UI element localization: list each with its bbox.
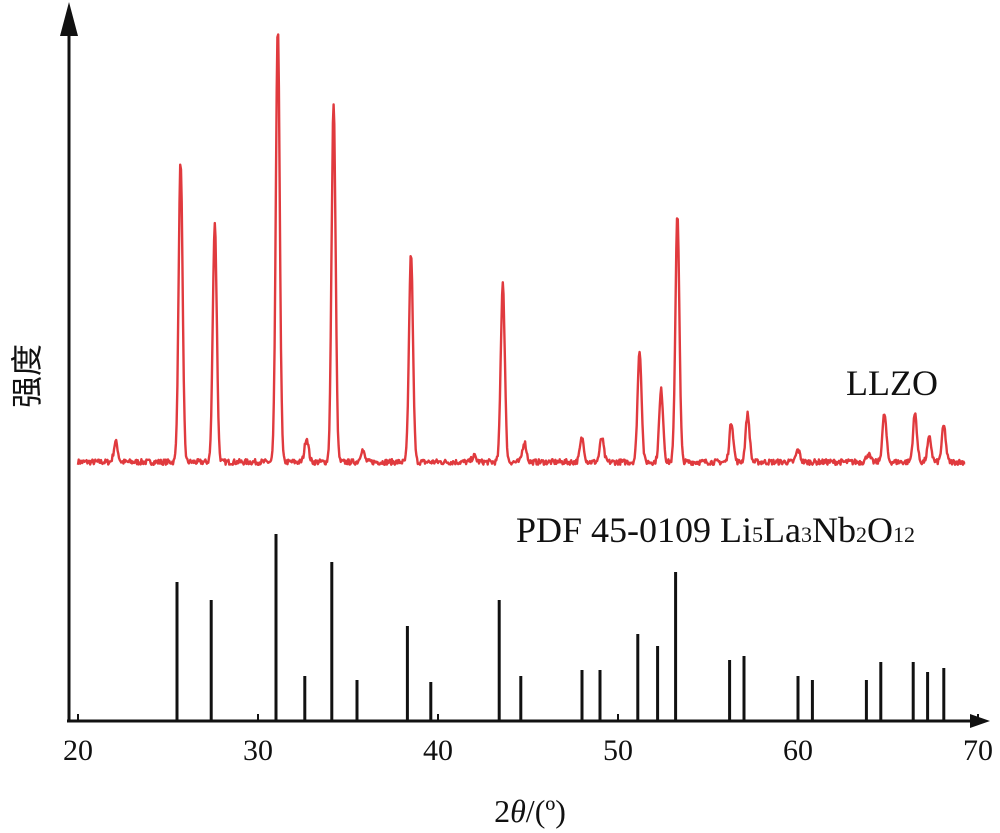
y-axis-arrow: [60, 2, 78, 36]
pdf-label-sub: 12: [893, 522, 915, 547]
x-tick-label: 70: [963, 734, 993, 767]
x-tick-label: 40: [423, 734, 453, 767]
x-tick-label: 30: [243, 734, 273, 767]
pdf-label-sub: 3: [801, 522, 812, 547]
pdf-label-sub: 2: [856, 522, 867, 547]
x-axis-title: 2θ/(º): [494, 793, 566, 829]
x-axis-title-prefix: 2: [494, 793, 510, 829]
pdf-label-part: PDF 45-0109 Li: [516, 510, 752, 550]
pdf-label-part: O: [867, 510, 893, 550]
pdf-label-sub: 5: [752, 522, 763, 547]
pdf-label-part: La: [763, 510, 801, 550]
series-llzo-line: [76, 33, 966, 466]
x-tick-label: 60: [783, 734, 813, 767]
x-axis-title-suffix: /(º): [526, 793, 566, 829]
reference-sticks: [175, 534, 946, 720]
series-label-pdf: PDF 45-0109 Li5La3Nb2O12: [516, 510, 915, 550]
pdf-label-part: Nb: [812, 510, 856, 550]
x-ticks: 20 30 40 50 60 70: [63, 714, 993, 767]
x-axis-title-theta: θ: [510, 793, 526, 829]
series-label-llzo: LLZO: [846, 363, 938, 403]
x-axis-arrow: [970, 714, 990, 728]
x-tick-label: 50: [603, 734, 633, 767]
y-axis-title: 强度: [9, 344, 45, 408]
x-tick-label: 20: [63, 734, 93, 767]
